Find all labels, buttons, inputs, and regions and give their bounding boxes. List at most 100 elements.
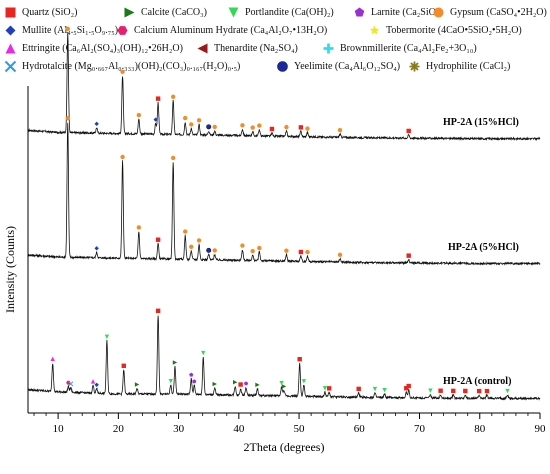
peak-marker (212, 248, 217, 253)
y-axis-title: Intensity (Counts) (3, 226, 17, 313)
legend-label: Ettringite (Ca₆Al₂(SO₄)₃(OH)₁₂•26H₂O) (22, 43, 183, 54)
peak-marker (90, 379, 96, 384)
legend-marker-icon (5, 7, 16, 18)
peak-marker (104, 334, 110, 339)
peak-marker (250, 248, 255, 254)
peak-marker (250, 125, 255, 130)
peak-marker (233, 380, 238, 385)
peak-marker (212, 381, 217, 387)
legend-marker-icon (228, 7, 239, 18)
trace-label: HP-2A (5%HCl) (448, 242, 519, 253)
labels: HP-2A (15%HCl) HP-2A (5%HCl) HP-2A (contro… (443, 117, 519, 387)
peak-marker (406, 383, 411, 389)
peak-marker (337, 127, 343, 133)
peak-marker (183, 115, 188, 121)
legend-label: Yeelimite (Ca₄Al₆O₁₂SO₄) (294, 61, 401, 72)
legend-label: Mullite (Al₄.₅Si₁.₅O₉.₇₅) (22, 25, 119, 36)
peak-marker (94, 121, 99, 127)
peak-marker (322, 386, 328, 391)
peak-marker (240, 123, 245, 128)
legend-label: Tobermorite (4CaO•5SiO₂•5H₂O) (386, 25, 522, 36)
legend-item: Thenardite (Na₂SO₄) (196, 42, 298, 55)
peak-marker (505, 388, 510, 394)
peak-marker (121, 363, 126, 368)
legend-item: Yeelimite (Ca₄Al₆O₁₂SO₄) (276, 60, 400, 73)
x-axis-title: 2Theta (degrees) (244, 440, 325, 454)
legend-marker-icon (197, 43, 208, 54)
peak-marker (298, 249, 304, 255)
legend-label: Gypsum (CaSO₄•2H₂O) (450, 7, 547, 18)
peak-marker (406, 128, 411, 134)
peak-marker (284, 124, 289, 130)
legend-item: Tobermorite (4CaO•5SiO₂•5H₂O) (368, 24, 522, 37)
legend-item: Ettringite (Ca₆Al₂(SO₄)₃(OH)₁₂•26H₂O) (4, 42, 183, 55)
trace-label: HP-2A (15%HCl) (443, 117, 519, 128)
peak-marker (305, 126, 310, 131)
x-tick-label: 10 (53, 423, 65, 435)
peak-marker (305, 249, 310, 255)
peak-marker (136, 112, 142, 118)
peak-marker (196, 238, 202, 243)
peak-marker (281, 384, 287, 389)
plot-area (27, 26, 541, 401)
peak-marker (269, 126, 275, 132)
legend-marker-icon (277, 61, 288, 72)
peak-marker (257, 123, 262, 128)
peak-marker (94, 246, 99, 251)
peak-marker (196, 118, 202, 123)
legend-label: Calcite (CaCO₃) (141, 7, 207, 18)
peak-marker (94, 382, 99, 388)
legend-label: Larnite (Ca₂SiO₄) (371, 7, 443, 18)
peak-marker (404, 386, 409, 391)
legend-marker-icon (409, 61, 420, 72)
peak-marker (326, 386, 332, 391)
xrd-trace (27, 122, 541, 266)
peak-marker (189, 122, 194, 127)
peak-marker (284, 248, 289, 253)
peak-marker (238, 382, 243, 387)
peak-marker (134, 382, 140, 387)
peak-marker (120, 69, 125, 74)
peak-marker (65, 26, 70, 32)
peak-marker (301, 379, 307, 384)
legend-item: Hydrophilite (CaCl₂) (408, 60, 510, 73)
peak-marker (206, 124, 212, 130)
peak-marker (337, 252, 343, 258)
peak-marker (297, 357, 302, 362)
peak-marker (255, 382, 260, 388)
peak-marker (68, 381, 74, 387)
legend-marker-icon (5, 25, 16, 36)
peak-marker (66, 380, 71, 385)
x-tick-label: 30 (173, 423, 185, 435)
peak-marker (65, 116, 70, 121)
legend-item: Hydrotalcite (Mg₀.₆₆₇Al₀.₃₃₃)(OH)₂(CO₃)₀… (4, 60, 240, 73)
peak-marker (172, 360, 178, 365)
x-tick-label: 40 (233, 423, 245, 435)
x-tick-label: 70 (414, 423, 426, 435)
legend-label: Quartz (SiO₂) (22, 7, 78, 18)
x-tick-label: 20 (113, 423, 125, 435)
peak-marker (206, 247, 212, 253)
legend-marker-icon (323, 43, 334, 54)
legend-label: Hydrophilite (CaCl₂) (426, 61, 511, 72)
legend-item: Calcium Aluminum Hydrate (Ca₄Al₂O₇•13H₂O… (116, 24, 327, 37)
legend-marker-icon (117, 26, 128, 35)
peak-marker (382, 388, 387, 393)
legend-item: Portlandite (Ca(OH)₂) (227, 6, 334, 19)
peak-marker (279, 380, 284, 386)
peak-marker (50, 356, 55, 361)
peak-marker (136, 225, 142, 230)
peak-marker (298, 125, 304, 130)
x-tick-label: 80 (474, 423, 486, 435)
peak-marker (463, 388, 468, 394)
peak-marker (438, 388, 443, 393)
legend-marker-icon (124, 7, 135, 18)
x-tick-label: 90 (535, 423, 547, 435)
peak-marker (155, 96, 161, 101)
peak-marker (243, 381, 249, 386)
trace-label: HP-2A (control) (443, 376, 511, 387)
x-tick-label: 50 (294, 423, 306, 435)
peak-marker (189, 244, 194, 249)
peak-marker (201, 350, 206, 356)
